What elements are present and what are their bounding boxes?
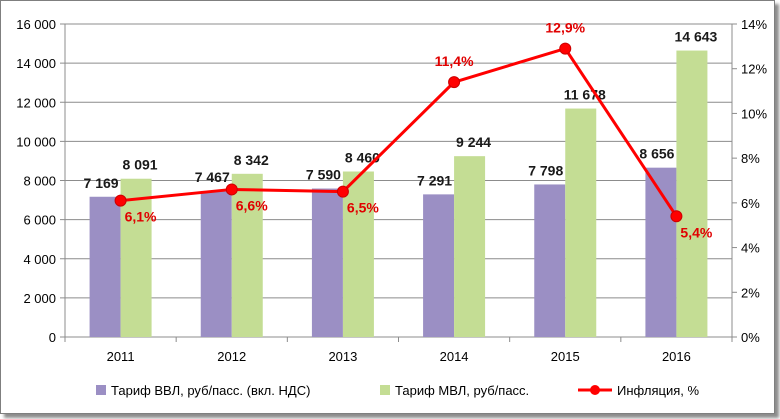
- y-right-tick-label: 14%: [741, 17, 767, 32]
- y-right-tick-label: 12%: [741, 62, 767, 77]
- inflation-label: 5,4%: [680, 224, 712, 240]
- legend-label-mvl: Тариф МВЛ, руб/пасс.: [395, 383, 529, 398]
- y-left-tick-label: 16 000: [16, 17, 56, 32]
- y-left-tick-label: 14 000: [16, 56, 56, 71]
- x-tick-label: 2012: [217, 349, 246, 364]
- inflation-point: [225, 183, 238, 196]
- bar-vvl: [645, 167, 677, 337]
- legend-swatch-vvl: [96, 385, 106, 395]
- legend-swatch-mvl: [380, 385, 390, 395]
- y-right-tick-label: 8%: [741, 151, 760, 166]
- y-left-tick-label: 4 000: [23, 252, 56, 267]
- x-tick-label: 2013: [328, 349, 357, 364]
- y-right-tick-label: 10%: [741, 106, 767, 121]
- bar-vvl: [89, 196, 121, 337]
- inflation-label: 6,6%: [236, 197, 268, 213]
- data-label-vvl: 7 467: [195, 169, 230, 185]
- data-label-mvl: 8 342: [234, 152, 269, 168]
- inflation-point: [670, 210, 683, 223]
- inflation-label: 12,9%: [545, 20, 585, 36]
- inflation-point: [336, 185, 349, 198]
- x-tick-label: 2011: [107, 349, 135, 364]
- bar-mvl: [231, 173, 263, 337]
- data-label-mvl: 8 460: [345, 150, 380, 166]
- bar-mvl: [342, 171, 374, 337]
- legend-label-inflation: Инфляция, %: [617, 383, 700, 398]
- y-right-tick-label: 0%: [741, 330, 760, 345]
- y-right-tick-label: 4%: [741, 241, 760, 256]
- bar-vvl: [311, 188, 343, 337]
- y-left-tick-label: 10 000: [16, 134, 56, 149]
- y-left-tick-label: 6 000: [23, 213, 56, 228]
- y-left-tick-label: 0: [49, 330, 56, 345]
- bar-vvl: [423, 194, 455, 337]
- inflation-label: 11,4%: [435, 53, 474, 69]
- inflation-label: 6,1%: [125, 209, 157, 225]
- inflation-point: [559, 42, 572, 55]
- data-label-mvl: 9 244: [456, 134, 491, 150]
- legend-label-vvl: Тариф ВВЛ, руб/пасс. (вкл. НДС): [111, 383, 310, 398]
- x-tick-label: 2016: [662, 349, 691, 364]
- data-label-vvl: 7 798: [528, 162, 563, 178]
- legend-marker-inflation: [590, 385, 600, 395]
- data-label-vvl: 7 169: [84, 175, 119, 191]
- y-left-tick-label: 12 000: [16, 95, 56, 110]
- data-label-vvl: 7 291: [417, 172, 452, 188]
- inflation-point: [448, 76, 461, 89]
- y-right-tick-label: 2%: [741, 285, 760, 300]
- data-label-vvl: 7 590: [306, 167, 341, 183]
- bar-mvl: [565, 108, 597, 337]
- y-left-tick-label: 8 000: [23, 174, 56, 189]
- x-tick-label: 2015: [551, 349, 580, 364]
- bar-mvl: [676, 50, 708, 337]
- bar-mvl: [120, 178, 152, 337]
- inflation-line: [120, 47, 678, 218]
- data-label-vvl: 8 656: [639, 146, 674, 162]
- bar-vvl: [534, 184, 566, 337]
- inflation-label: 6,5%: [347, 200, 379, 216]
- data-label-mvl: 8 091: [123, 157, 158, 173]
- y-left-tick-label: 2 000: [23, 291, 56, 306]
- y-right-tick-label: 6%: [741, 196, 760, 211]
- x-tick-label: 2014: [440, 349, 469, 364]
- data-label-mvl: 11 678: [564, 87, 606, 103]
- data-label-mvl: 14 643: [675, 29, 718, 45]
- bar-mvl: [454, 156, 486, 337]
- inflation-point: [114, 194, 127, 207]
- bar-vvl: [200, 190, 232, 337]
